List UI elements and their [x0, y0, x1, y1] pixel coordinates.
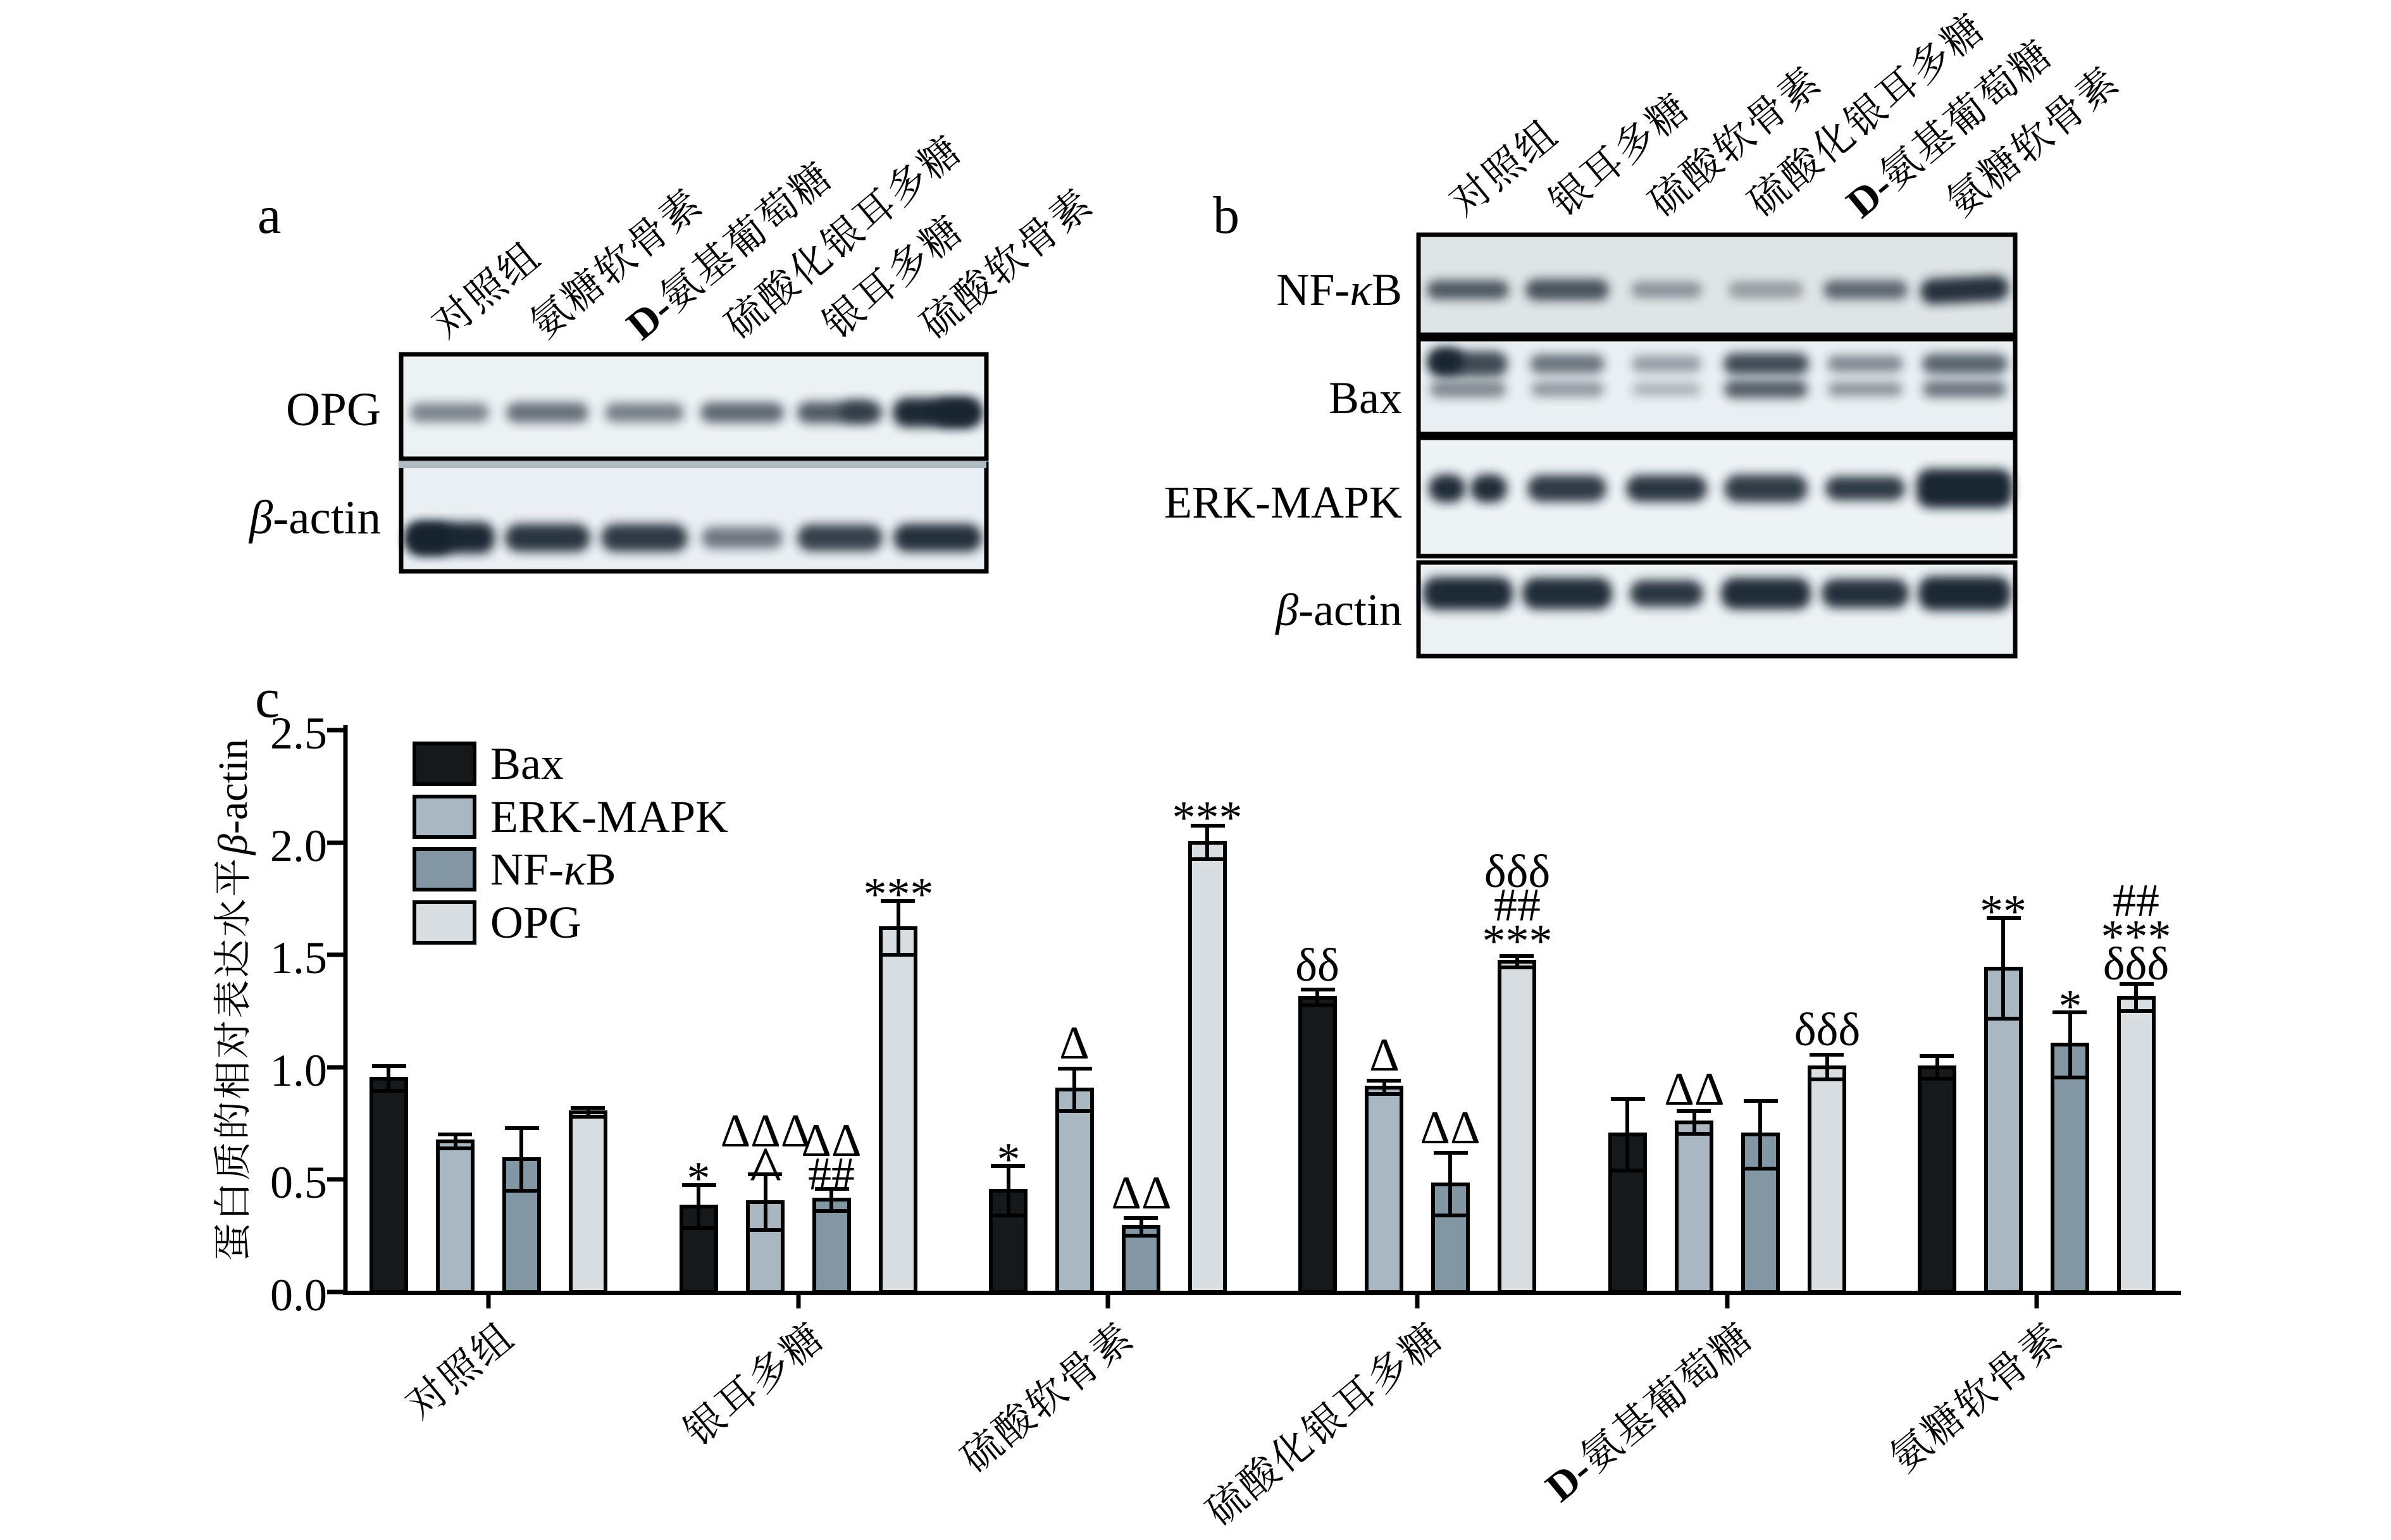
svg-text:***: ***: [2101, 911, 2171, 963]
svg-text:Δ: Δ: [1059, 1017, 1090, 1069]
svg-text:ΔΔ: ΔΔ: [1664, 1064, 1724, 1115]
svg-text:0.0: 0.0: [270, 1270, 327, 1320]
svg-text:0.5: 0.5: [270, 1157, 327, 1208]
svg-text:NF-κB: NF-κB: [1276, 264, 1402, 315]
svg-text:*: *: [997, 1134, 1021, 1186]
svg-text:ERK-MAPK: ERK-MAPK: [490, 792, 728, 842]
svg-text:δδδ: δδδ: [1794, 1004, 1861, 1056]
svg-text:a: a: [258, 186, 281, 245]
svg-text:1.0: 1.0: [270, 1045, 327, 1096]
svg-text:ΔΔ: ΔΔ: [801, 1115, 861, 1167]
svg-text:β-actin: β-actin: [210, 739, 256, 856]
svg-text:1.5: 1.5: [270, 933, 327, 983]
svg-text:*: *: [687, 1153, 711, 1205]
svg-text:β-actin: β-actin: [1274, 585, 1402, 635]
svg-text:##: ##: [2113, 875, 2159, 927]
svg-text:***: ***: [864, 869, 934, 921]
svg-text:c: c: [255, 668, 280, 730]
svg-text:OPG: OPG: [286, 383, 381, 436]
svg-text:Bax: Bax: [490, 738, 564, 789]
svg-text:Δ: Δ: [1369, 1029, 1400, 1081]
svg-text:ΔΔ: ΔΔ: [1420, 1102, 1480, 1154]
svg-text:*: *: [2059, 981, 2082, 1033]
svg-text:β-actin: β-actin: [248, 492, 381, 544]
svg-text:***: ***: [1172, 792, 1243, 844]
svg-text:**: **: [1980, 886, 2027, 938]
svg-text:2.0: 2.0: [270, 821, 327, 871]
svg-text:δδδ: δδδ: [2103, 938, 2170, 990]
svg-text:OPG: OPG: [490, 897, 581, 948]
svg-text:δδ: δδ: [1295, 940, 1339, 991]
svg-text:δδδ: δδδ: [1484, 846, 1551, 898]
svg-text:##: ##: [808, 1148, 855, 1200]
svg-text:^: ^: [750, 1133, 782, 1208]
svg-text:ERK-MAPK: ERK-MAPK: [1164, 477, 1402, 528]
svg-text:##: ##: [1494, 879, 1541, 931]
svg-text:ΔΔ: ΔΔ: [1111, 1167, 1171, 1219]
svg-text:NF-κB: NF-κB: [490, 844, 616, 895]
svg-text:Bax: Bax: [1329, 373, 1402, 423]
svg-text:b: b: [1213, 186, 1239, 245]
svg-text:***: ***: [1482, 916, 1553, 967]
svg-text:2.5: 2.5: [270, 708, 327, 759]
svg-text:ΔΔΔ: ΔΔΔ: [721, 1105, 811, 1157]
